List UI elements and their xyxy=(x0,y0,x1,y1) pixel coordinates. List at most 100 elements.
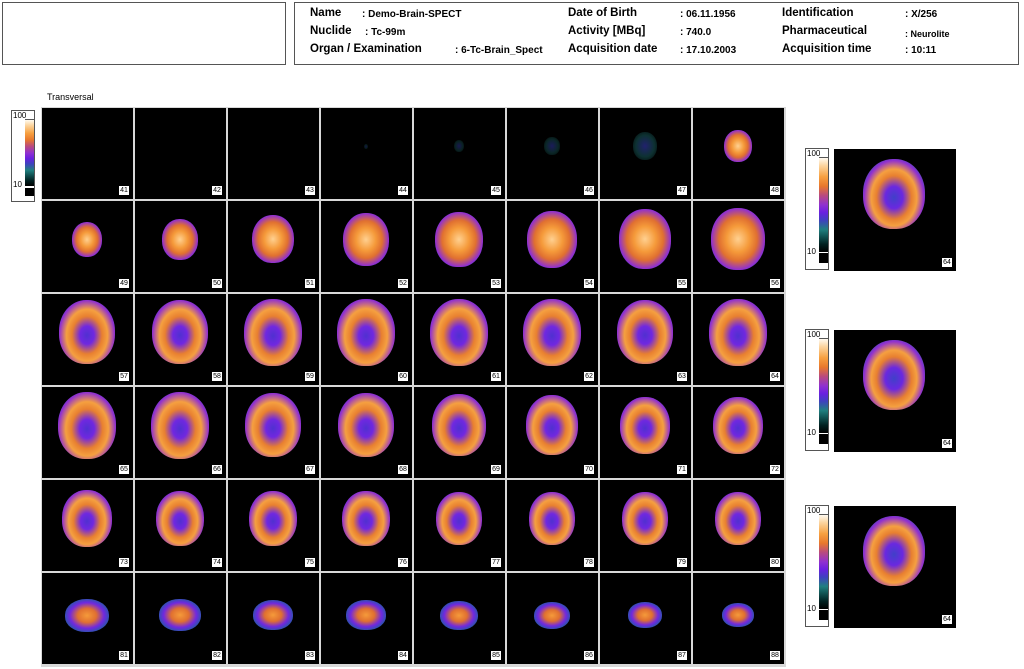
slice-number: 55 xyxy=(677,279,687,288)
brain-slice-image xyxy=(342,490,390,546)
slice-number: 54 xyxy=(584,279,594,288)
slice-number: 88 xyxy=(770,651,780,660)
slice-number: 77 xyxy=(491,558,501,567)
slice-cell[interactable]: 84 xyxy=(321,573,412,664)
colorbar-min-label: 10 xyxy=(807,247,816,256)
slice-cell[interactable]: 76 xyxy=(321,480,412,571)
brain-slice-image xyxy=(156,490,204,546)
slice-cell[interactable]: 55 xyxy=(600,201,691,292)
slice-cell[interactable]: 44 xyxy=(321,108,412,199)
brain-slice-image xyxy=(722,603,754,627)
organ-value: : 6-Tc-Brain_Spect xyxy=(455,45,543,56)
brain-slice-image xyxy=(62,489,112,547)
slice-number: 83 xyxy=(305,651,315,660)
slice-cell[interactable]: 46 xyxy=(507,108,598,199)
slice-cell[interactable]: 48 xyxy=(693,108,784,199)
organ-label: Organ / Examination xyxy=(310,43,422,55)
slice-cell[interactable]: 70 xyxy=(507,387,598,478)
slice-cell[interactable]: 74 xyxy=(135,480,226,571)
slice-cell[interactable]: 85 xyxy=(414,573,505,664)
name-value: : Demo-Brain-SPECT xyxy=(362,9,462,20)
slice-number: 74 xyxy=(212,558,222,567)
slice-cell[interactable]: 67 xyxy=(228,387,319,478)
slice-number: 61 xyxy=(491,372,501,381)
slice-cell[interactable]: 56 xyxy=(693,201,784,292)
slice-number: 69 xyxy=(491,465,501,474)
slice-number: 52 xyxy=(398,279,408,288)
brain-slice-image xyxy=(59,300,115,364)
brain-slice-image xyxy=(544,137,560,155)
brain-slice-image xyxy=(620,396,670,454)
blank-header-panel xyxy=(2,2,286,65)
colorbar-below-min xyxy=(819,434,828,444)
slice-cell[interactable]: 47 xyxy=(600,108,691,199)
slice-cell[interactable]: 75 xyxy=(228,480,319,571)
slice-cell[interactable]: 66 xyxy=(135,387,226,478)
slice-number: 60 xyxy=(398,372,408,381)
slice-cell[interactable]: 88 xyxy=(693,573,784,664)
colorbar-min-label: 10 xyxy=(807,428,816,437)
brain-slice-image xyxy=(622,491,668,545)
enlarged-slice-view[interactable]: 64 xyxy=(834,149,956,271)
slice-cell[interactable]: 69 xyxy=(414,387,505,478)
slice-cell[interactable]: 62 xyxy=(507,294,598,385)
slice-number: 45 xyxy=(491,186,501,195)
slice-number: 59 xyxy=(305,372,315,381)
slice-cell[interactable]: 53 xyxy=(414,201,505,292)
brain-slice-image xyxy=(435,211,483,267)
nuclide-label: Nuclide xyxy=(310,25,352,37)
slice-number: 41 xyxy=(119,186,129,195)
slice-cell[interactable]: 50 xyxy=(135,201,226,292)
slice-number: 86 xyxy=(584,651,594,660)
brain-slice-image xyxy=(619,209,671,269)
brain-slice-image xyxy=(151,391,209,459)
slice-cell[interactable]: 57 xyxy=(42,294,133,385)
slice-number: 64 xyxy=(942,615,952,624)
identification-label: Identification xyxy=(782,7,854,19)
slice-cell[interactable]: 82 xyxy=(135,573,226,664)
slice-cell[interactable]: 58 xyxy=(135,294,226,385)
slice-number: 58 xyxy=(212,372,222,381)
brain-slice-image xyxy=(338,393,394,457)
slice-cell[interactable]: 64 xyxy=(693,294,784,385)
slice-number: 78 xyxy=(584,558,594,567)
enlarged-slice-view[interactable]: 64 xyxy=(834,330,956,452)
slice-cell[interactable]: 42 xyxy=(135,108,226,199)
slice-cell[interactable]: 51 xyxy=(228,201,319,292)
slice-cell[interactable]: 78 xyxy=(507,480,598,571)
slice-cell[interactable]: 41 xyxy=(42,108,133,199)
patient-info-panel: Name : Demo-Brain-SPECT Nuclide : Tc-99m… xyxy=(294,2,1019,65)
slice-number: 64 xyxy=(942,258,952,267)
brain-slice-image xyxy=(617,300,673,364)
slice-cell[interactable]: 49 xyxy=(42,201,133,292)
slice-cell[interactable]: 43 xyxy=(228,108,319,199)
slice-cell[interactable]: 83 xyxy=(228,573,319,664)
brain-slice-image xyxy=(527,210,577,268)
colorbar-below-min xyxy=(819,610,828,620)
pharmaceutical-value: : Neurolite xyxy=(905,29,950,39)
slice-cell[interactable]: 61 xyxy=(414,294,505,385)
enlarged-slice-view[interactable]: 64 xyxy=(834,506,956,628)
brain-slice-image xyxy=(253,600,293,630)
slice-cell[interactable]: 80 xyxy=(693,480,784,571)
slice-cell[interactable]: 77 xyxy=(414,480,505,571)
slice-cell[interactable]: 52 xyxy=(321,201,412,292)
slice-cell[interactable]: 63 xyxy=(600,294,691,385)
slice-cell[interactable]: 54 xyxy=(507,201,598,292)
slice-cell[interactable]: 86 xyxy=(507,573,598,664)
slice-cell[interactable]: 72 xyxy=(693,387,784,478)
dob-label: Date of Birth xyxy=(568,7,637,19)
brain-slice-image xyxy=(523,298,581,366)
slice-number: 85 xyxy=(491,651,501,660)
slice-cell[interactable]: 45 xyxy=(414,108,505,199)
slice-cell[interactable]: 65 xyxy=(42,387,133,478)
slice-cell[interactable]: 73 xyxy=(42,480,133,571)
slice-cell[interactable]: 71 xyxy=(600,387,691,478)
slice-cell[interactable]: 60 xyxy=(321,294,412,385)
slice-cell[interactable]: 59 xyxy=(228,294,319,385)
slice-cell[interactable]: 68 xyxy=(321,387,412,478)
slice-cell[interactable]: 81 xyxy=(42,573,133,664)
slice-cell[interactable]: 79 xyxy=(600,480,691,571)
slice-cell[interactable]: 87 xyxy=(600,573,691,664)
slice-number: 50 xyxy=(212,279,222,288)
